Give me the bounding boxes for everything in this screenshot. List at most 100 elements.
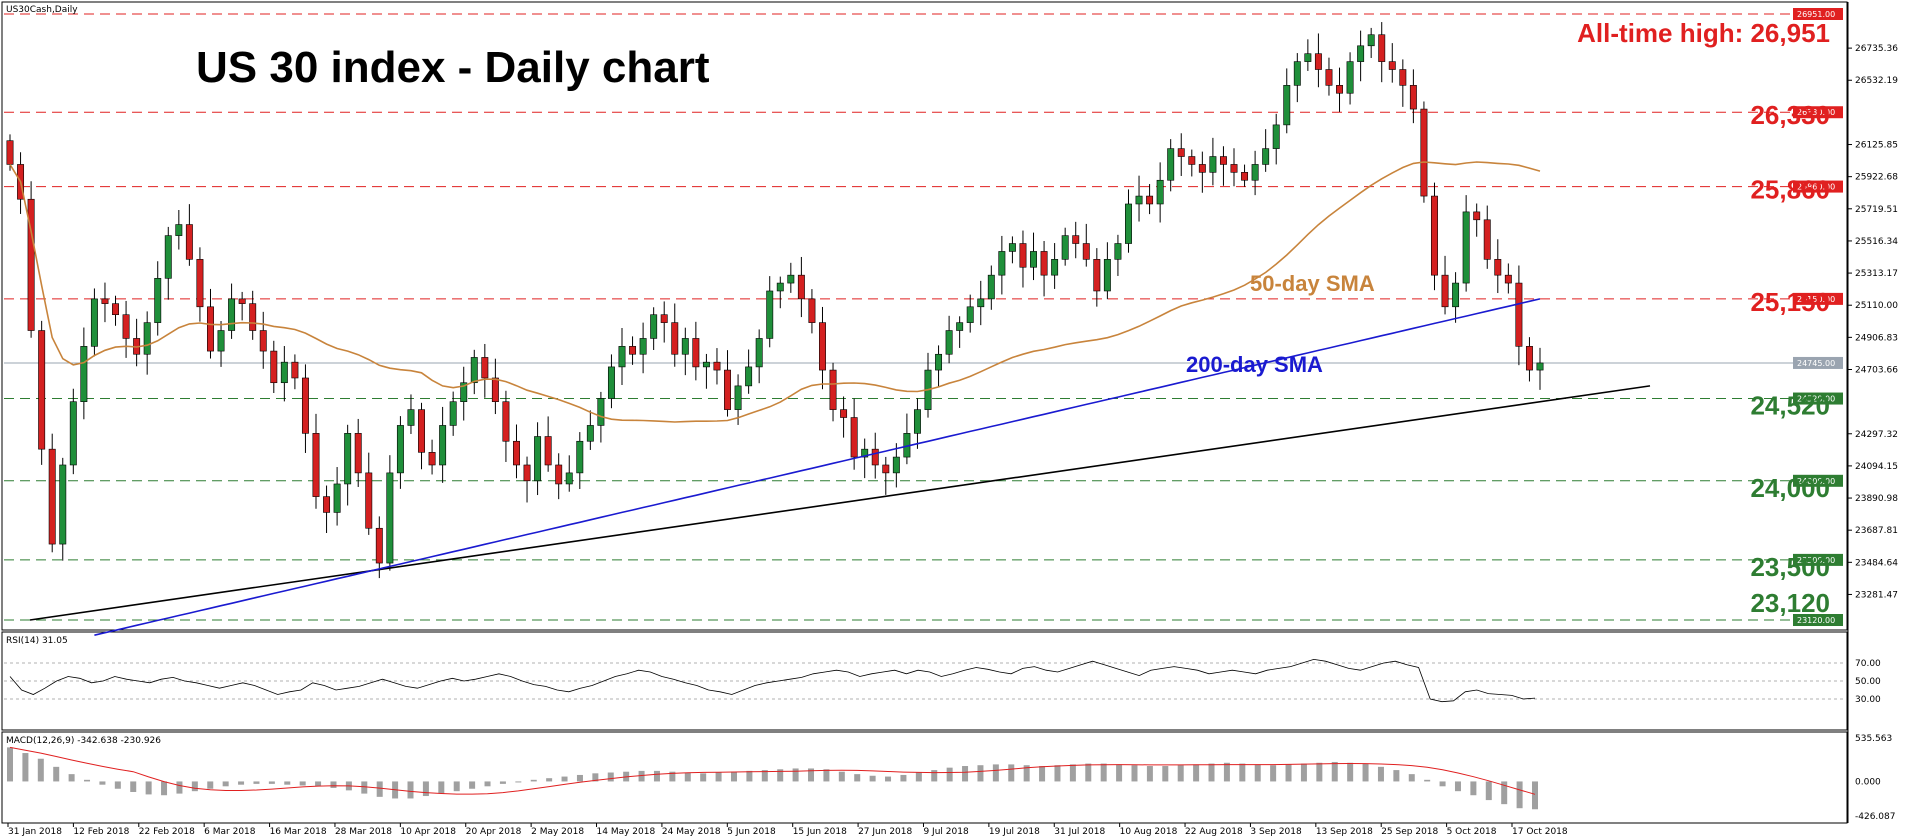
date-tick-label: 20 Apr 2018 bbox=[466, 827, 522, 837]
chart-title: US 30 index - Daily chart bbox=[196, 43, 710, 92]
macd-bar bbox=[530, 779, 537, 782]
candle-body bbox=[1114, 243, 1122, 260]
date-tick-label: 22 Feb 2018 bbox=[139, 827, 195, 837]
macd-bar bbox=[777, 769, 784, 782]
macd-tick-label: 535.563 bbox=[1855, 734, 1892, 744]
candle-body bbox=[238, 298, 246, 304]
macd-bar bbox=[114, 781, 121, 789]
price-tick-label: 25313.17 bbox=[1855, 269, 1898, 279]
macd-bar bbox=[561, 776, 568, 782]
macd-bar bbox=[592, 773, 599, 782]
candle-body bbox=[1452, 282, 1460, 308]
macd-bar bbox=[1393, 770, 1400, 782]
candle-body bbox=[945, 330, 953, 355]
macd-bar bbox=[638, 770, 645, 782]
candle-body bbox=[513, 440, 520, 466]
candle-body bbox=[534, 436, 542, 482]
macd-bar bbox=[1285, 764, 1292, 782]
candle-body bbox=[861, 448, 869, 458]
candle-body bbox=[1156, 179, 1164, 205]
candle-body bbox=[607, 366, 615, 399]
candle-body bbox=[671, 322, 679, 355]
candle-body bbox=[101, 298, 109, 304]
date-tick-label: 2 May 2018 bbox=[531, 827, 584, 837]
macd-bar bbox=[84, 779, 91, 782]
macd-bar bbox=[1100, 763, 1107, 782]
macd-bar bbox=[1454, 781, 1461, 792]
price-tick-label: 25922.68 bbox=[1855, 173, 1898, 183]
candle-body bbox=[1399, 69, 1407, 86]
candle-body bbox=[1367, 34, 1375, 47]
candle-body bbox=[1082, 243, 1090, 260]
macd-bar bbox=[746, 770, 753, 782]
candle-body bbox=[987, 274, 995, 300]
macd-bar bbox=[1239, 763, 1246, 782]
price-tick-label: 23890.98 bbox=[1855, 494, 1898, 504]
date-tick-label: 27 Jun 2018 bbox=[858, 827, 912, 837]
macd-bar bbox=[869, 775, 876, 782]
level-label: 23,500 bbox=[1750, 552, 1830, 582]
candle-body bbox=[207, 306, 214, 352]
price-tick-label: 23484.64 bbox=[1855, 558, 1898, 568]
macd-tick-label: 0.000 bbox=[1855, 777, 1881, 787]
candle-body bbox=[481, 357, 489, 379]
level-tag: 24520.00 bbox=[1797, 395, 1835, 404]
macd-bar bbox=[1039, 766, 1046, 782]
level-tag: 24000.00 bbox=[1797, 477, 1835, 486]
candle-body bbox=[681, 338, 689, 355]
macd-bar bbox=[484, 781, 491, 787]
candle-body bbox=[1167, 148, 1175, 181]
candle-body bbox=[1241, 172, 1249, 181]
sma50-annotation: 50-day SMA bbox=[1250, 271, 1375, 296]
macd-bar bbox=[1377, 766, 1384, 782]
candle-body bbox=[270, 350, 278, 384]
candle-body bbox=[629, 346, 637, 355]
sma200-annotation: 200-day SMA bbox=[1186, 352, 1323, 377]
candle-body bbox=[586, 425, 594, 442]
macd-bar bbox=[946, 767, 953, 782]
date-tick-label: 17 Oct 2018 bbox=[1512, 827, 1568, 837]
level-tag-bg bbox=[1793, 106, 1843, 119]
candle-body bbox=[1188, 156, 1196, 165]
candle-body bbox=[1536, 362, 1544, 371]
macd-bar bbox=[268, 781, 275, 784]
macd-bar bbox=[900, 774, 907, 782]
macd-bar bbox=[1146, 766, 1153, 782]
macd-bar bbox=[1270, 765, 1277, 782]
candle-body bbox=[1283, 85, 1291, 126]
candle-body bbox=[1483, 219, 1491, 260]
macd-bar bbox=[315, 781, 322, 787]
symbol-label: US30Cash,Daily bbox=[6, 5, 78, 15]
macd-bar bbox=[854, 774, 861, 782]
date-tick-label: 28 Mar 2018 bbox=[335, 827, 392, 837]
macd-bar bbox=[7, 747, 13, 782]
date-tick-label: 9 Jul 2018 bbox=[923, 827, 968, 837]
macd-bar bbox=[145, 781, 152, 795]
price-tick-label: 24297.32 bbox=[1855, 430, 1898, 440]
candle-body bbox=[27, 198, 35, 331]
macd-bar bbox=[653, 770, 660, 782]
candle-body bbox=[228, 298, 236, 331]
candle-body bbox=[1431, 195, 1438, 276]
candle-body bbox=[1441, 274, 1449, 308]
macd-bar bbox=[376, 781, 383, 797]
macd-bar bbox=[669, 771, 676, 782]
candle-body bbox=[249, 303, 257, 331]
candle-body bbox=[998, 251, 1006, 276]
candle-body bbox=[1019, 243, 1027, 268]
macd-bar bbox=[546, 778, 553, 782]
candle-body bbox=[1262, 148, 1270, 165]
candle-body bbox=[259, 330, 267, 352]
candles bbox=[6, 22, 1544, 579]
price-tick-label: 24906.83 bbox=[1855, 333, 1898, 343]
candle-body bbox=[1336, 85, 1343, 94]
candle-body bbox=[808, 298, 816, 323]
candle-body bbox=[1473, 211, 1481, 221]
candle-body bbox=[407, 409, 415, 426]
candle-body bbox=[396, 425, 404, 474]
candle-body bbox=[280, 361, 288, 384]
macd-bar bbox=[1193, 764, 1200, 782]
date-tick-label: 12 Feb 2018 bbox=[73, 827, 129, 837]
macd-bar bbox=[284, 781, 291, 785]
macd-tick-label: -426.087 bbox=[1855, 812, 1895, 822]
